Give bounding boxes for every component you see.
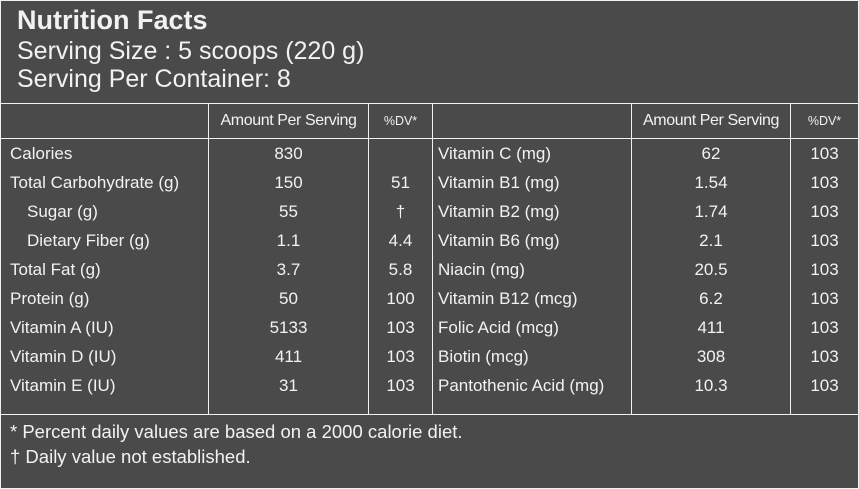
right-dv-header: %DV* xyxy=(807,114,842,128)
nutrient-dv: 100 xyxy=(386,289,415,308)
nutrient-amount: 50 xyxy=(279,289,298,308)
nutrient-label: Niacin (mg) xyxy=(438,260,525,279)
left-dv-header: %DV* xyxy=(383,114,418,128)
servings-per-container: Serving Per Container: 8 xyxy=(17,65,291,93)
nutrient-label: Vitamin C (mg) xyxy=(438,144,552,163)
nutrient-amount: 1.74 xyxy=(694,202,728,221)
nutrient-label: Vitamin B6 (mg) xyxy=(438,231,560,250)
nutrient-label: Sugar (g) xyxy=(27,202,98,221)
nutrient-amount: 2.1 xyxy=(699,231,723,250)
nutrient-dv: 103 xyxy=(386,376,415,395)
nutrient-label: Vitamin A (IU) xyxy=(10,318,114,337)
nutrient-amount: 10.3 xyxy=(694,376,728,395)
nutrient-label: Biotin (mcg) xyxy=(438,347,529,366)
nutrient-amount: 411 xyxy=(274,347,303,366)
nutrient-amount: 308 xyxy=(696,347,726,366)
nutrient-dv: 103 xyxy=(810,144,839,163)
nutrient-dv: 103 xyxy=(810,318,839,337)
nutrient-dv: 103 xyxy=(810,260,839,279)
daily-value-not-established-footnote: † Daily value not established. xyxy=(10,446,251,467)
nutrient-amount: 62 xyxy=(701,144,721,163)
percent-daily-value-footnote: * Percent daily values are based on a 20… xyxy=(10,421,463,442)
column-divider xyxy=(790,104,791,414)
nutrient-dv: 103 xyxy=(810,347,839,366)
nutrient-amount: 5133 xyxy=(269,318,308,337)
nutrient-label: Protein (g) xyxy=(10,289,90,308)
nutrient-amount: 830 xyxy=(274,144,303,163)
nutrient-dv: 103 xyxy=(810,289,839,308)
nutrient-amount: 150 xyxy=(274,173,303,192)
column-divider xyxy=(631,104,632,414)
nutrient-dv: 103 xyxy=(810,173,839,192)
nutrient-dv: 103 xyxy=(386,347,415,366)
nutrient-amount: 411 xyxy=(697,318,725,337)
nutrient-amount: 6.2 xyxy=(699,289,723,308)
nutrient-dv: 4.4 xyxy=(388,231,413,250)
nutrient-label: Total Fat (g) xyxy=(10,260,101,279)
nutrient-label: Dietary Fiber (g) xyxy=(27,231,150,250)
nutrient-label: Total Carbohydrate (g) xyxy=(10,173,180,192)
table-bottom-divider xyxy=(1,414,858,415)
nutrient-dv: † xyxy=(395,202,406,221)
nutrient-amount: 1.1 xyxy=(276,231,301,250)
nutrient-dv xyxy=(369,139,432,168)
right-amount-header: Amount Per Serving xyxy=(643,112,779,129)
nutrient-amount: 20.5 xyxy=(694,260,728,279)
nutrient-dv: 103 xyxy=(810,231,839,250)
nutrient-amount: 1.54 xyxy=(694,173,728,192)
nutrient-amount: 55 xyxy=(279,202,298,221)
nutrient-label: Vitamin D (IU) xyxy=(10,347,117,366)
nutrition-title: Nutrition Facts xyxy=(17,5,208,35)
nutrient-label: Vitamin B2 (mg) xyxy=(438,202,560,221)
serving-size: Serving Size : 5 scoops (220 g) xyxy=(17,37,365,65)
nutrient-dv: 51 xyxy=(391,173,410,192)
nutrient-label: Vitamin B1 (mg) xyxy=(438,173,560,192)
nutrient-amount: 3.7 xyxy=(276,260,301,279)
nutrient-label: Calories xyxy=(10,144,73,163)
column-divider xyxy=(368,104,369,414)
nutrient-dv: 103 xyxy=(810,202,839,221)
nutrient-dv: 103 xyxy=(386,318,415,337)
nutrient-label: Pantothenic Acid (mg) xyxy=(438,376,605,395)
nutrient-dv: 103 xyxy=(810,376,839,395)
nutrient-label: Vitamin B12 (mcg) xyxy=(438,289,578,308)
column-divider xyxy=(208,104,209,414)
nutrient-label: Folic Acid (mcg) xyxy=(438,318,559,337)
nutrient-label: Vitamin E (IU) xyxy=(10,376,116,395)
header-row-divider xyxy=(1,138,858,139)
nutrient-dv: 5.8 xyxy=(388,260,413,279)
nutrition-header: Nutrition Facts Serving Size : 5 scoops … xyxy=(1,1,858,104)
left-amount-header: Amount Per Serving xyxy=(220,112,357,129)
nutrient-amount: 31 xyxy=(279,376,298,395)
column-divider xyxy=(432,104,433,414)
